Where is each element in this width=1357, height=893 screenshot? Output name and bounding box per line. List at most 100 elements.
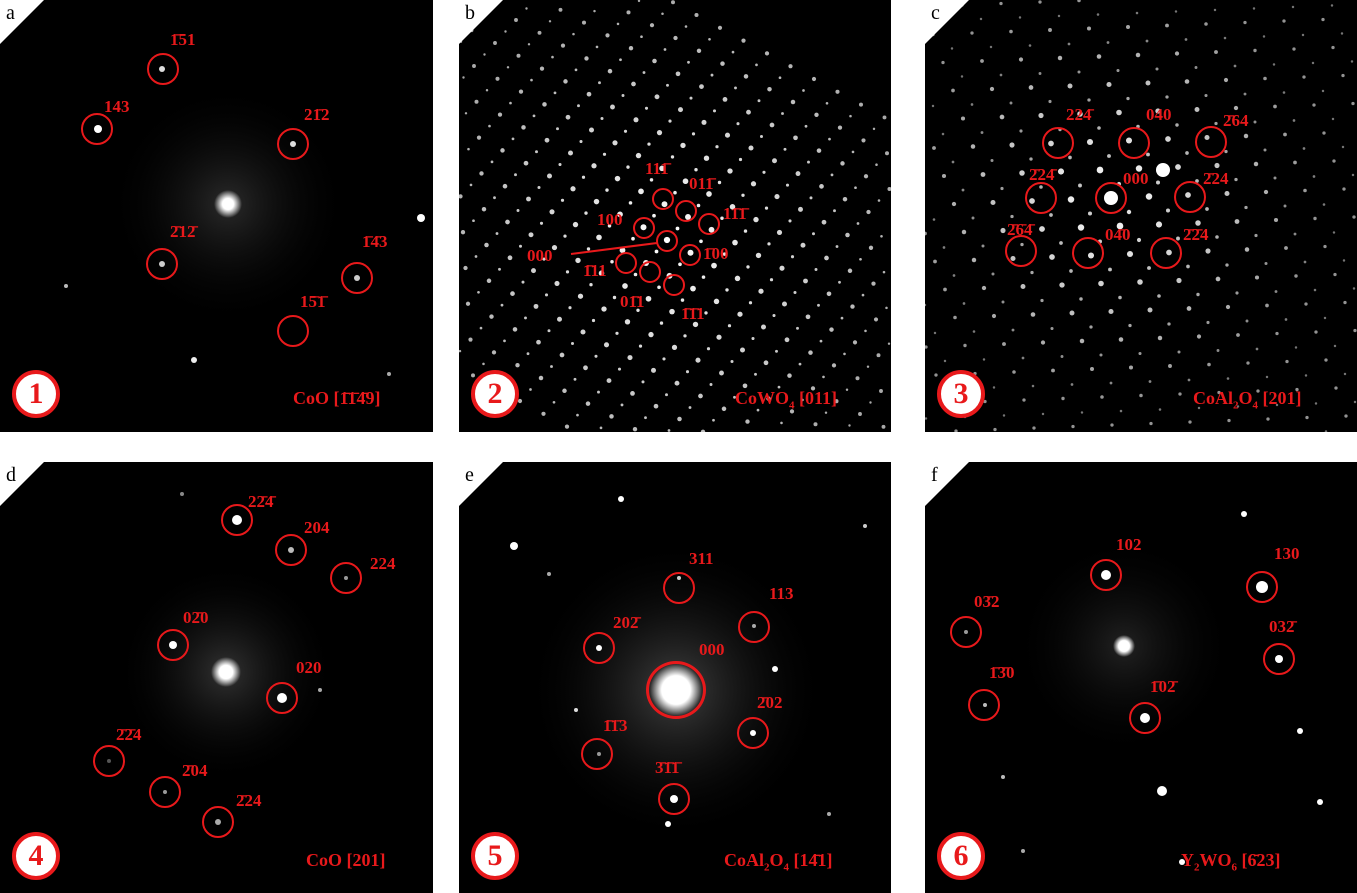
lattice-spot bbox=[1080, 411, 1084, 414]
lattice-spot bbox=[1147, 307, 1153, 313]
lattice-spot bbox=[932, 146, 936, 150]
lattice-spot bbox=[530, 78, 533, 82]
lattice-spot bbox=[1243, 20, 1247, 25]
lattice-spot bbox=[1038, 0, 1042, 4]
lattice-spot bbox=[593, 9, 596, 13]
lattice-spot bbox=[535, 150, 538, 154]
lattice-spot bbox=[661, 12, 664, 15]
lattice-spot bbox=[755, 63, 758, 67]
lattice-spot bbox=[603, 342, 610, 348]
miller-index-label: 143 bbox=[104, 97, 130, 116]
lattice-spot bbox=[696, 48, 702, 54]
lattice-spot bbox=[1177, 350, 1181, 354]
lattice-spot bbox=[1145, 80, 1151, 86]
lattice-spot bbox=[673, 190, 677, 195]
lattice-spot bbox=[703, 155, 710, 161]
lattice-spot bbox=[1302, 147, 1306, 150]
lattice-spot bbox=[685, 370, 690, 374]
lattice-spot bbox=[567, 150, 574, 156]
lattice-spot bbox=[796, 326, 799, 330]
lattice-spot bbox=[715, 145, 719, 149]
miller-index-label: 130 bbox=[1274, 544, 1300, 563]
lattice-spot bbox=[481, 206, 487, 212]
lattice-spot bbox=[722, 96, 728, 102]
lattice-spot bbox=[560, 198, 565, 202]
lattice-spot bbox=[798, 362, 802, 366]
spot-ring bbox=[341, 262, 373, 294]
lattice-spot bbox=[468, 337, 473, 342]
lattice-spot bbox=[701, 275, 706, 279]
lattice-spot bbox=[654, 249, 659, 254]
lattice-spot bbox=[1352, 215, 1356, 219]
lattice-spot bbox=[581, 20, 587, 25]
miller-index-label: 1̄51 bbox=[170, 30, 196, 49]
lattice-spot bbox=[1135, 165, 1143, 172]
lattice-spot bbox=[518, 89, 524, 94]
lattice-spot bbox=[1031, 384, 1035, 388]
lattice-spot bbox=[654, 94, 660, 100]
panel-corner bbox=[0, 462, 44, 506]
miller-index-label: 22̄4̄ bbox=[248, 492, 274, 511]
lattice-spot bbox=[817, 303, 820, 307]
spot-ring bbox=[1246, 571, 1278, 603]
lattice-spot bbox=[1099, 353, 1103, 357]
lattice-spot bbox=[680, 298, 685, 302]
lattice-spot bbox=[831, 363, 837, 368]
lattice-spot bbox=[544, 293, 549, 297]
lattice-spot bbox=[821, 219, 827, 225]
miller-index-label: 100 bbox=[597, 210, 623, 229]
lattice-spot bbox=[1106, 41, 1110, 44]
lattice-spot bbox=[526, 352, 530, 356]
lattice-spot bbox=[489, 314, 494, 319]
lattice-spot bbox=[591, 318, 596, 323]
lattice-spot bbox=[1234, 177, 1238, 182]
lattice-spot bbox=[1097, 126, 1101, 130]
lattice-spot bbox=[772, 313, 776, 318]
lattice-spot bbox=[781, 112, 784, 115]
lattice-spot bbox=[551, 245, 558, 251]
spot-ring bbox=[1150, 237, 1182, 269]
lattice-spot bbox=[670, 155, 675, 159]
lattice-spot bbox=[500, 148, 505, 153]
lattice-spot bbox=[933, 331, 937, 335]
lattice-spot bbox=[982, 358, 986, 361]
lattice-spot bbox=[1187, 378, 1191, 382]
lattice-spot bbox=[695, 357, 701, 363]
lattice-spot bbox=[602, 152, 607, 156]
lattice-spot bbox=[840, 316, 844, 320]
lattice-spot bbox=[691, 132, 696, 136]
lattice-spot bbox=[1125, 24, 1131, 30]
lattice-spot bbox=[616, 22, 620, 26]
lattice-spot bbox=[803, 278, 808, 284]
lattice-spot bbox=[783, 147, 787, 151]
lattice-spot bbox=[1087, 98, 1091, 102]
lattice-spot bbox=[983, 399, 987, 404]
spot-ring bbox=[950, 616, 982, 648]
lattice-spot bbox=[848, 424, 851, 427]
lattice-spot bbox=[868, 245, 874, 250]
lattice-spot bbox=[858, 412, 862, 416]
lattice-spot bbox=[644, 416, 647, 420]
lattice-spot bbox=[727, 168, 733, 174]
miller-index-label: 102 bbox=[1116, 535, 1142, 554]
lattice-spot bbox=[472, 64, 476, 68]
lattice-spot bbox=[706, 347, 711, 351]
lattice-spot bbox=[1236, 405, 1240, 408]
lattice-spot bbox=[809, 196, 813, 200]
lattice-spot bbox=[943, 359, 947, 363]
lattice-spot bbox=[1059, 282, 1065, 288]
miller-index-label: 04̄0 bbox=[1105, 225, 1131, 244]
miller-index-label: 02̄0 bbox=[183, 608, 209, 627]
lattice-spot bbox=[674, 380, 680, 386]
lattice-spot bbox=[503, 339, 506, 343]
panel-caption: CoO [1̄1̄4̄9] bbox=[293, 388, 381, 408]
lattice-spot bbox=[633, 117, 639, 123]
lattice-spot bbox=[1353, 400, 1357, 404]
lattice-spot bbox=[1273, 217, 1279, 223]
panel-caption: CoWO4 [011] bbox=[735, 388, 837, 412]
lattice-spot bbox=[470, 373, 476, 378]
lattice-spot bbox=[584, 56, 589, 61]
lattice-spot bbox=[1002, 342, 1006, 346]
lattice-spot bbox=[931, 104, 935, 108]
lattice-spot bbox=[1322, 131, 1326, 135]
